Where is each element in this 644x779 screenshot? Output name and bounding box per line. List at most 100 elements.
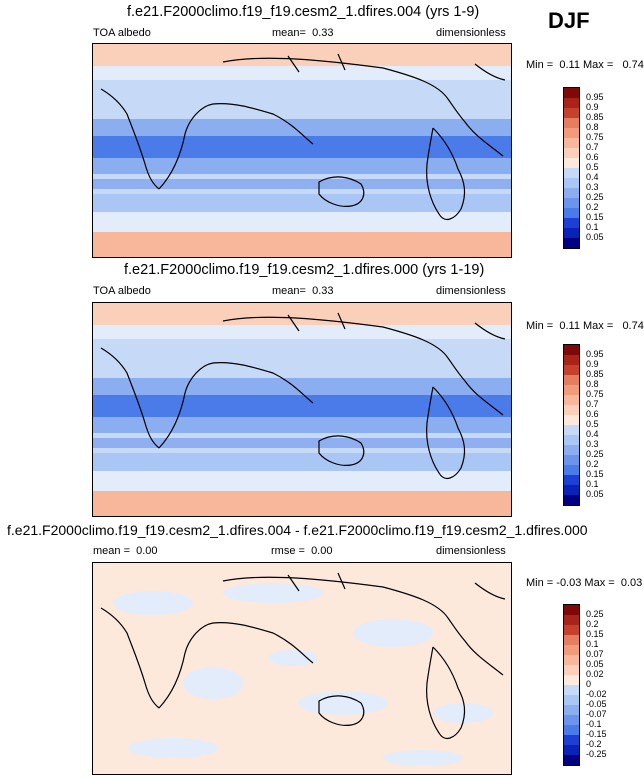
colorbar-tick-label: 0.15 <box>586 628 604 639</box>
colorbar-tick-label: 0.95 <box>586 91 604 102</box>
colorbar-tick-label: 0.2 <box>586 618 599 629</box>
season-label: DJF <box>548 8 590 33</box>
colorbar-tick-label: 0.25 <box>586 191 604 202</box>
colorbar-tick-label: 0.9 <box>586 101 599 112</box>
colorbar-box <box>564 158 579 168</box>
colorbar-box <box>564 208 579 218</box>
colorbar-box <box>564 395 579 405</box>
colorbar-box <box>564 178 579 188</box>
panel1-max-key: Max = <box>583 59 614 71</box>
colorbar-box <box>564 168 579 178</box>
colorbar-box <box>564 665 579 675</box>
colorbar-box <box>564 745 579 755</box>
colorbar-tick-label: 0.3 <box>586 438 599 449</box>
colorbar-box <box>564 345 579 355</box>
colorbar-box <box>564 755 579 765</box>
panel1-max-value: 0.74 <box>622 59 644 71</box>
colorbar-tick-label: 0.05 <box>586 658 604 669</box>
panel2-max-key: Max = <box>583 320 614 332</box>
panel1-map-svg <box>93 44 511 257</box>
colorbar-tick-label: 0 <box>586 678 592 689</box>
colorbar-box <box>564 138 579 148</box>
panel1-units-label: dimensionless <box>436 27 506 39</box>
colorbar-tick-label: -0.07 <box>586 708 607 719</box>
colorbar-tick-label: 0.2 <box>586 201 599 212</box>
panel1-title: f.e21.F2000climo.f19_f19.cesm2_1.dfires.… <box>127 4 480 20</box>
colorbar-box <box>564 705 579 715</box>
colorbar-box <box>564 425 579 435</box>
colorbar-box <box>564 218 579 228</box>
colorbar-tick-label: 0.25 <box>586 448 604 459</box>
colorbar-box <box>564 118 579 128</box>
panel2-min-key: Min = <box>526 320 554 332</box>
colorbar-box <box>564 605 579 615</box>
colorbar-tick-label: 0.15 <box>586 211 604 222</box>
panel1-map <box>92 43 512 258</box>
colorbar-box <box>564 445 579 455</box>
colorbar-box <box>564 495 579 505</box>
colorbar-tick-label: 0.07 <box>586 648 604 659</box>
panel3-colorbar-labels: -0.25 -0.2 -0.15 -0.1 -0.07 -0.05 -0.02 0 0.02 0.… <box>586 604 636 764</box>
panel2-mean-label: mean= 0.33 <box>272 285 334 297</box>
colorbar-tick-label: 0.7 <box>586 398 599 409</box>
colorbar-box <box>564 465 579 475</box>
panel3-mean-key: mean = <box>93 545 130 557</box>
panel2-map-svg <box>93 303 511 516</box>
colorbar-tick-label: 0.75 <box>586 131 604 142</box>
panel3-mean-label: mean = 0.00 <box>93 545 158 557</box>
colorbar-box <box>564 405 579 415</box>
panel2-units-label: dimensionless <box>436 285 506 297</box>
panel2-mean-key: mean= <box>272 285 306 297</box>
panel1-colorbar <box>563 87 580 249</box>
colorbar-box <box>564 98 579 108</box>
colorbar-tick-label: 0.02 <box>586 668 604 679</box>
colorbar-tick-label: 0.4 <box>586 171 599 182</box>
panel1-mean-key: mean= <box>272 27 306 39</box>
panel3-colorbar <box>563 604 580 766</box>
panel2-min-value: 0.11 <box>559 320 580 332</box>
colorbar-tick-label: -0.25 <box>586 748 607 759</box>
panel3-mean-value: 0.00 <box>136 545 158 557</box>
colorbar-box <box>564 455 579 465</box>
colorbar-tick-label: 0.7 <box>586 141 599 152</box>
panel3-min-key: Min = <box>526 577 554 589</box>
colorbar-box <box>564 385 579 395</box>
colorbar-box <box>564 108 579 118</box>
colorbar-tick-label: 0.8 <box>586 378 599 389</box>
colorbar-tick-label: 0.6 <box>586 151 599 162</box>
colorbar-tick-label: 0.1 <box>586 478 599 489</box>
colorbar-tick-label: 0.85 <box>586 368 604 379</box>
panel3-map <box>92 562 512 775</box>
colorbar-box <box>564 615 579 625</box>
panel2-mean-value: 0.33 <box>312 285 334 297</box>
panel1-colorbar-labels: 0.05 0.1 0.15 0.2 0.25 0.3 0.4 0.5 0.6 0.7 0.75 0.8… <box>586 87 636 247</box>
panel3-map-svg <box>93 563 511 774</box>
colorbar-box <box>564 695 579 705</box>
panel1-minmax: Min = 0.11 Max = 0.74 <box>526 59 644 71</box>
colorbar-tick-label: 0.6 <box>586 408 599 419</box>
panel3-max-value: 0.03 <box>620 577 643 589</box>
panel3-units-label: dimensionless <box>436 545 506 557</box>
panel2-map <box>92 302 512 517</box>
colorbar-box <box>564 88 579 98</box>
panel2-variable-label: TOA albedo <box>93 285 151 297</box>
panel2-colorbar-labels: 0.05 0.1 0.15 0.2 0.25 0.3 0.4 0.5 0.6 0.7 0.75 0.8… <box>586 344 636 504</box>
colorbar-box <box>564 188 579 198</box>
colorbar-tick-label: 0.25 <box>586 608 604 619</box>
panel1-min-value: 0.11 <box>559 59 580 71</box>
colorbar-tick-label: 0.2 <box>586 458 599 469</box>
colorbar-tick-label: -0.15 <box>586 728 607 739</box>
panel3-rmse-key: rmse = <box>271 545 305 557</box>
colorbar-box <box>564 475 579 485</box>
panel3-title: f.e21.F2000climo.f19_f19.cesm2_1.dfires.… <box>7 522 588 538</box>
panel1-mean-value: 0.33 <box>312 27 334 39</box>
colorbar-tick-label: 0.15 <box>586 468 604 479</box>
colorbar-box <box>564 375 579 385</box>
colorbar-box <box>564 198 579 208</box>
colorbar-tick-label: 0.05 <box>586 488 604 499</box>
colorbar-tick-label: 0.1 <box>586 638 599 649</box>
colorbar-box <box>564 735 579 745</box>
colorbar-tick-label: 0.85 <box>586 111 604 122</box>
colorbar-box <box>564 485 579 495</box>
colorbar-tick-label: 0.95 <box>586 348 604 359</box>
